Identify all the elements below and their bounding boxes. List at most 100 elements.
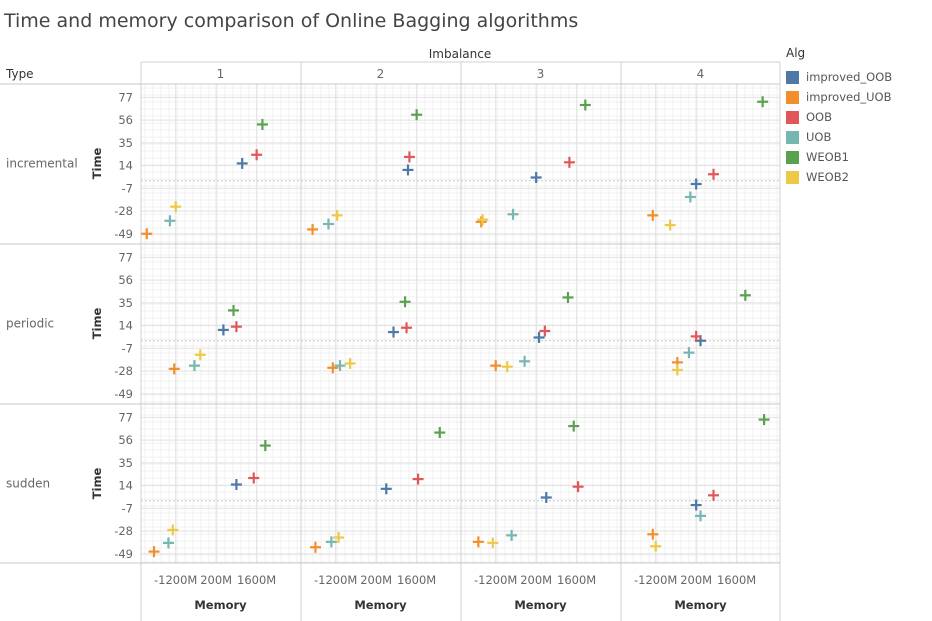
y-tick-label: -7: [122, 181, 133, 195]
point-WEOB2-periodic-1[interactable]: [194, 349, 206, 361]
x-tick-label: -1200M: [634, 573, 677, 587]
point-UOB-periodic-1[interactable]: [188, 360, 200, 372]
point-WEOB2-sudden-2[interactable]: [333, 532, 345, 544]
point-improved_UOB-periodic-2[interactable]: [327, 362, 339, 374]
point-improved_UOB-periodic-3[interactable]: [490, 360, 502, 372]
point-UOB-incremental-4[interactable]: [684, 191, 696, 203]
point-improved_OOB-incremental-3[interactable]: [530, 171, 542, 183]
point-improved_OOB-periodic-3[interactable]: [533, 331, 545, 343]
point-improved_UOB-sudden-3[interactable]: [472, 536, 484, 548]
point-improved_UOB-sudden-2[interactable]: [309, 541, 321, 553]
point-WEOB2-incremental-4[interactable]: [664, 219, 676, 231]
point-improved_OOB-sudden-3[interactable]: [540, 491, 552, 503]
point-WEOB1-sudden-3[interactable]: [568, 420, 580, 432]
point-UOB-sudden-3[interactable]: [506, 529, 518, 541]
point-WEOB1-periodic-4[interactable]: [739, 289, 751, 301]
x-tick-label: 200M: [680, 573, 712, 587]
legend-label: WEOB2: [806, 170, 849, 184]
legend-item-OOB[interactable]: OOB: [786, 107, 932, 127]
legend-title: Alg: [786, 46, 806, 60]
point-OOB-periodic-4[interactable]: [690, 330, 702, 342]
point-WEOB2-incremental-2[interactable]: [331, 209, 343, 221]
point-improved_UOB-incremental-2[interactable]: [307, 223, 319, 235]
column-header-3: 3: [537, 67, 545, 81]
x-axis-title: Memory: [514, 598, 567, 612]
point-UOB-periodic-3[interactable]: [519, 355, 531, 367]
y-tick-label: -7: [122, 501, 133, 515]
point-improved_OOB-sudden-1[interactable]: [230, 479, 242, 490]
point-WEOB1-periodic-2[interactable]: [399, 296, 411, 308]
point-improved_OOB-sudden-4[interactable]: [690, 499, 702, 511]
point-WEOB1-incremental-2[interactable]: [411, 109, 423, 121]
point-OOB-periodic-1[interactable]: [230, 321, 242, 333]
row-label-periodic: periodic: [6, 317, 54, 331]
point-UOB-sudden-4[interactable]: [695, 510, 706, 522]
point-WEOB2-incremental-1[interactable]: [170, 201, 182, 213]
point-improved_UOB-incremental-1[interactable]: [141, 228, 153, 240]
point-improved_UOB-incremental-3[interactable]: [475, 216, 487, 228]
point-UOB-periodic-2[interactable]: [334, 360, 346, 372]
point-improved_UOB-periodic-1[interactable]: [168, 363, 180, 375]
legend-label: WEOB1: [806, 150, 849, 164]
point-improved_UOB-sudden-1[interactable]: [148, 546, 160, 558]
point-OOB-incremental-3[interactable]: [563, 156, 575, 168]
legend-swatch: [786, 110, 799, 124]
x-tick-label: 1600M: [237, 573, 276, 587]
point-improved_UOB-incremental-4[interactable]: [647, 209, 659, 221]
x-tick-label: 200M: [360, 573, 392, 587]
y-tick-label: 14: [118, 319, 133, 333]
point-WEOB1-sudden-4[interactable]: [758, 414, 770, 426]
point-OOB-sudden-1[interactable]: [248, 472, 260, 484]
point-WEOB1-incremental-4[interactable]: [757, 96, 769, 108]
legend-item-WEOB1[interactable]: WEOB1: [786, 147, 932, 167]
point-WEOB2-periodic-3[interactable]: [501, 361, 513, 373]
point-WEOB1-sudden-2[interactable]: [434, 427, 446, 439]
point-WEOB2-sudden-3[interactable]: [487, 537, 499, 549]
x-tick-label: 1600M: [397, 573, 436, 587]
point-improved_UOB-sudden-4[interactable]: [647, 528, 659, 540]
point-improved_OOB-incremental-4[interactable]: [690, 178, 702, 190]
legend-item-improved_UOB[interactable]: improved_UOB: [786, 87, 932, 107]
point-OOB-periodic-2[interactable]: [401, 322, 413, 334]
y-tick-label: -28: [114, 524, 133, 538]
point-OOB-incremental-2[interactable]: [403, 151, 415, 163]
point-UOB-incremental-1[interactable]: [164, 215, 176, 227]
point-UOB-incremental-2[interactable]: [322, 218, 334, 230]
point-WEOB1-incremental-1[interactable]: [256, 118, 268, 130]
point-UOB-incremental-3[interactable]: [507, 208, 519, 220]
point-WEOB1-periodic-1[interactable]: [228, 304, 240, 316]
point-WEOB2-periodic-2[interactable]: [344, 357, 356, 369]
point-WEOB1-incremental-3[interactable]: [579, 99, 591, 111]
legend-label: OOB: [806, 110, 832, 124]
point-WEOB2-sudden-4[interactable]: [650, 540, 662, 552]
legend-item-improved_OOB[interactable]: improved_OOB: [786, 67, 932, 87]
point-WEOB1-periodic-3[interactable]: [562, 291, 574, 303]
point-improved_OOB-periodic-1[interactable]: [217, 324, 229, 336]
point-OOB-sudden-4[interactable]: [708, 489, 720, 501]
point-OOB-incremental-4[interactable]: [708, 168, 720, 180]
point-OOB-sudden-2[interactable]: [412, 473, 424, 485]
legend-item-UOB[interactable]: UOB: [786, 127, 932, 147]
point-UOB-periodic-4[interactable]: [683, 347, 695, 359]
y-tick-label: -28: [114, 204, 133, 218]
point-WEOB1-sudden-1[interactable]: [259, 440, 271, 452]
x-tick-label: 1600M: [717, 573, 756, 587]
y-tick-label: -49: [114, 547, 133, 561]
point-UOB-sudden-1[interactable]: [162, 537, 174, 549]
point-improved_OOB-periodic-2[interactable]: [388, 326, 400, 338]
point-OOB-sudden-3[interactable]: [572, 481, 584, 493]
legend-item-WEOB2[interactable]: WEOB2: [786, 167, 932, 187]
point-UOB-sudden-2[interactable]: [325, 536, 337, 548]
point-OOB-periodic-3[interactable]: [539, 325, 551, 337]
y-tick-label: -28: [114, 364, 133, 378]
point-OOB-incremental-1[interactable]: [251, 149, 263, 161]
x-tick-label: -1200M: [314, 573, 357, 587]
point-improved_OOB-sudden-2[interactable]: [380, 483, 392, 495]
point-improved_OOB-incremental-1[interactable]: [236, 157, 248, 169]
point-WEOB2-sudden-1[interactable]: [167, 524, 179, 536]
y-tick-label: 35: [118, 456, 133, 470]
point-WEOB2-incremental-3[interactable]: [477, 214, 489, 226]
point-improved_OOB-incremental-2[interactable]: [402, 164, 414, 176]
point-WEOB2-periodic-4[interactable]: [671, 364, 683, 376]
legend-label: improved_UOB: [806, 90, 892, 104]
